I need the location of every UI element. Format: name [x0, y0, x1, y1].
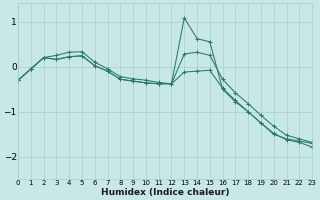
- X-axis label: Humidex (Indice chaleur): Humidex (Indice chaleur): [101, 188, 229, 197]
